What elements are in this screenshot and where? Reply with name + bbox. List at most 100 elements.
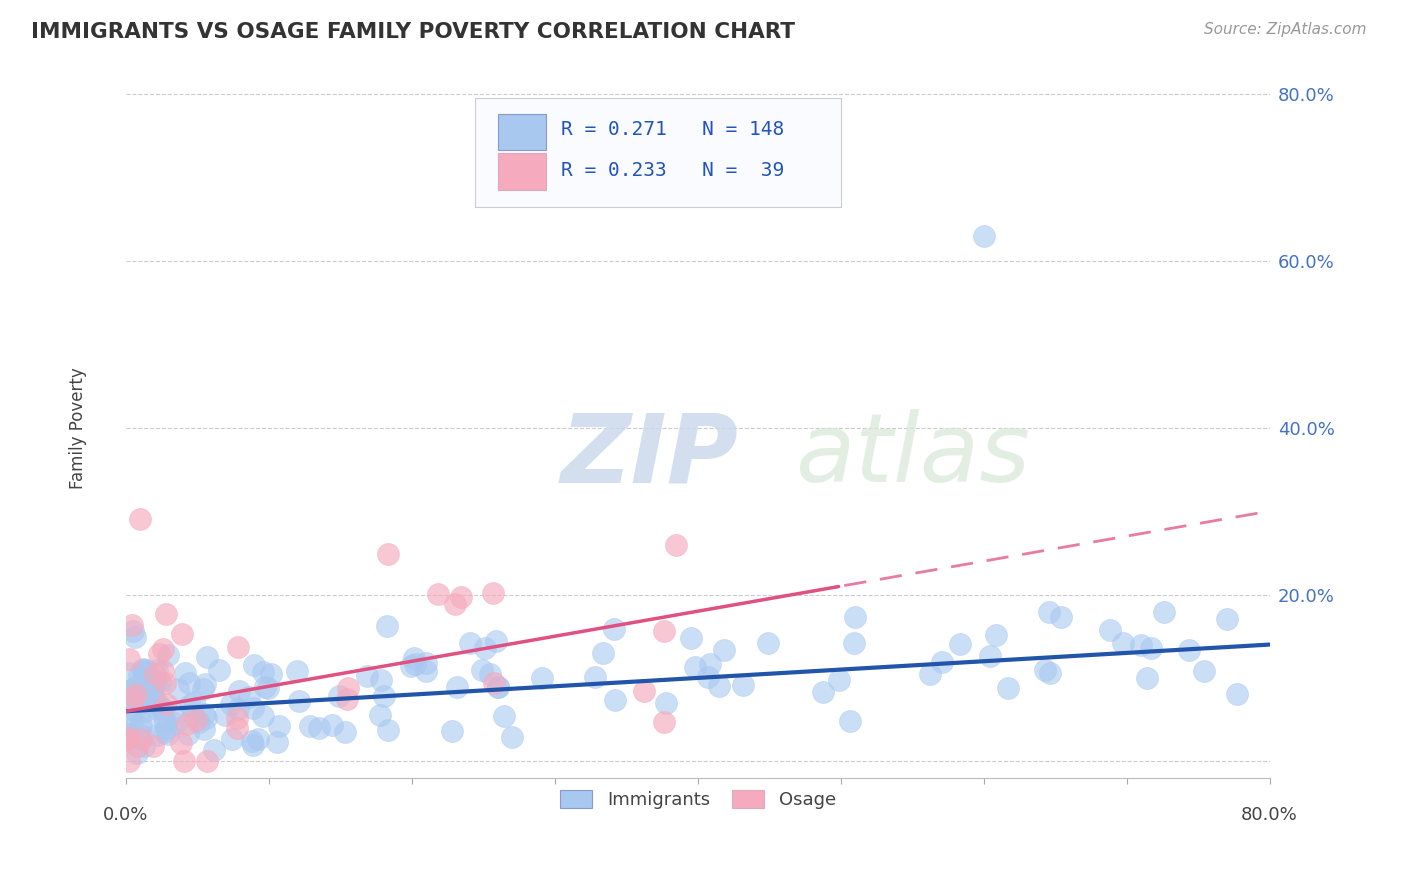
Point — [177, 727, 200, 741]
Point — [128, 678, 150, 692]
Point — [997, 681, 1019, 695]
Point — [131, 729, 153, 743]
Point — [153, 676, 176, 690]
Point — [242, 700, 264, 714]
Point — [652, 714, 675, 729]
Point — [415, 664, 437, 678]
Point — [132, 663, 155, 677]
Point — [122, 681, 145, 696]
Point — [984, 628, 1007, 642]
Point — [152, 664, 174, 678]
Text: 80.0%: 80.0% — [1241, 806, 1298, 824]
Point — [373, 689, 395, 703]
Point — [118, 666, 141, 681]
Point — [202, 743, 225, 757]
Point — [253, 681, 276, 695]
Point — [146, 728, 169, 742]
Point — [321, 717, 343, 731]
Point — [134, 704, 156, 718]
Point — [242, 738, 264, 752]
Point — [143, 667, 166, 681]
Point — [187, 714, 209, 729]
Point — [1129, 638, 1152, 652]
Point — [172, 626, 194, 640]
Point — [399, 658, 422, 673]
Point — [1050, 610, 1073, 624]
Point — [501, 731, 523, 745]
Point — [1033, 663, 1056, 677]
Point — [121, 618, 143, 632]
Point — [949, 637, 972, 651]
Point — [117, 727, 139, 741]
Text: Family Poverty: Family Poverty — [69, 367, 87, 489]
Point — [1178, 643, 1201, 657]
Point — [146, 663, 169, 677]
Point — [153, 715, 176, 730]
Point — [179, 698, 201, 713]
Point — [368, 707, 391, 722]
Point — [583, 670, 606, 684]
Point — [404, 657, 426, 671]
Point — [252, 709, 274, 723]
Point — [336, 691, 359, 706]
FancyBboxPatch shape — [475, 98, 841, 207]
Point — [125, 687, 148, 701]
Text: atlas: atlas — [794, 409, 1031, 502]
Point — [153, 724, 176, 739]
Point — [415, 656, 437, 670]
Point — [226, 710, 249, 724]
Point — [173, 755, 195, 769]
Point — [118, 652, 141, 666]
Point — [129, 720, 152, 734]
Point — [486, 680, 509, 694]
Point — [118, 755, 141, 769]
Point — [356, 669, 378, 683]
Point — [141, 685, 163, 699]
Point — [195, 755, 218, 769]
Point — [191, 681, 214, 696]
Point — [377, 723, 399, 737]
Point — [1215, 612, 1237, 626]
Point — [134, 666, 156, 681]
Point — [149, 674, 172, 689]
Point — [122, 690, 145, 705]
Point — [150, 701, 173, 715]
Point — [194, 677, 217, 691]
Point — [121, 682, 143, 697]
Point — [127, 746, 149, 760]
Point — [450, 591, 472, 605]
Point — [482, 675, 505, 690]
Point — [173, 666, 195, 681]
FancyBboxPatch shape — [498, 153, 546, 189]
Point — [148, 648, 170, 662]
Point — [1226, 686, 1249, 700]
Point — [193, 722, 215, 736]
Point — [1039, 665, 1062, 680]
Point — [918, 666, 941, 681]
Point — [121, 624, 143, 638]
Point — [252, 665, 274, 680]
Point — [157, 727, 180, 741]
Point — [132, 739, 155, 753]
Point — [474, 641, 496, 656]
Point — [285, 664, 308, 678]
Point — [486, 680, 509, 694]
Point — [153, 713, 176, 727]
Point — [1136, 671, 1159, 685]
Point — [811, 685, 834, 699]
Point — [240, 734, 263, 748]
Point — [665, 538, 688, 552]
Point — [844, 610, 866, 624]
Point — [699, 657, 721, 672]
Point — [494, 709, 516, 723]
Point — [709, 680, 731, 694]
Point — [427, 587, 450, 601]
Point — [828, 673, 851, 687]
Point — [143, 694, 166, 708]
Point — [336, 681, 359, 696]
Point — [333, 724, 356, 739]
Point — [124, 630, 146, 644]
Point — [256, 681, 278, 695]
Point — [266, 735, 288, 749]
Point — [377, 547, 399, 561]
